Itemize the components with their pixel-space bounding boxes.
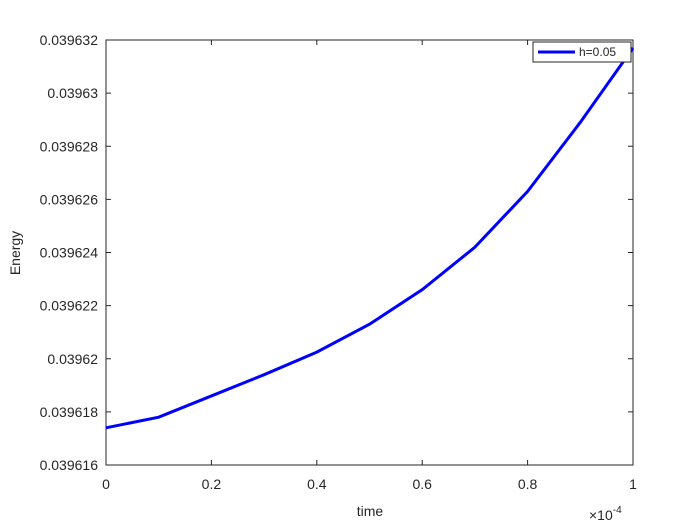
x-tick-label: 0.4 [307,476,327,492]
x-axis-label: time [357,503,384,519]
y-axis-label: Energy [7,231,23,275]
y-tick-label: 0.03962 [47,351,98,367]
x-multiplier: ×10-4 [589,505,622,523]
x-multiplier-exponent: -4 [613,505,622,516]
y-tick-label: 0.039628 [40,138,99,154]
y-tick-label: 0.039616 [40,457,99,473]
y-tick-label: 0.039626 [40,191,99,207]
x-tick-label: 1 [629,476,637,492]
y-tick-label: 0.03963 [47,85,98,101]
y-tick-label: 0.039632 [40,32,99,48]
line [105,47,635,430]
y-tick-label: 0.039624 [40,245,99,261]
x-tick-label: 0.2 [202,476,222,492]
x-tick-label: 0.8 [518,476,538,492]
legend-box [532,41,632,63]
x-multiplier-base: ×10 [589,507,613,523]
x-tick-label: 0 [102,476,110,492]
y-tick-label: 0.039622 [40,298,99,314]
plot-area [105,39,634,466]
legend-label: h=0.05 [579,45,616,59]
y-tick-label: 0.039618 [40,404,99,420]
x-tick-label: 0.6 [412,476,432,492]
